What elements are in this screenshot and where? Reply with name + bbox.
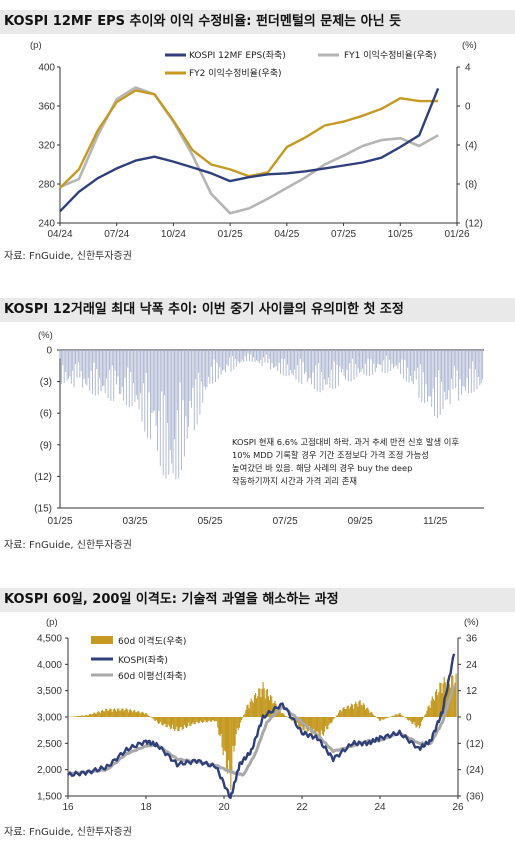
- chart1-right-tick-label: 0: [465, 102, 471, 113]
- chart1-right-tick-label: (8): [465, 180, 477, 191]
- chart1-left-tick-label: 400: [38, 63, 55, 74]
- chart3-left-tick-label: 4,500: [37, 634, 62, 645]
- legend-60d-ma-label: 60d 이평선(좌축): [118, 671, 186, 682]
- chart1-x-tick-label: 04/25: [274, 229, 299, 240]
- chart3-left-tick-label: 4,000: [37, 660, 62, 671]
- chart2-annotation-line: 10% MDD 기록할 경우 기간 조정보다 가격 조정 가능성: [232, 450, 429, 460]
- chart2-y-tick-label: (15): [34, 504, 52, 515]
- chart1-left-tick-label: 360: [38, 102, 55, 113]
- fy1-revision-line: [59, 86, 439, 215]
- chart2-y-tick-label: (3): [40, 377, 52, 388]
- chart1-x-tick-label: 07/24: [104, 229, 129, 240]
- chart1-left-tick-label: 320: [38, 141, 55, 152]
- chart3-x-tick-label: 24: [374, 802, 386, 813]
- chart1-x-tick-label: 10/24: [161, 229, 186, 240]
- chart2-annotation-line: 작동하기까지 시간과 가격 괴리 존재: [232, 476, 357, 486]
- chart2-title: KOSPI 12거래일 최대 낙폭 추이: 이번 중기 사이클의 유의미한 첫 …: [0, 298, 515, 322]
- chart2-y-tick-label: (6): [40, 409, 52, 420]
- eps-revision-chart: (p) (%) 400 360 320 280 240 4 0 (4) (8) (12) 04/24…: [30, 40, 483, 240]
- chart2-x-tick-label: 09/25: [348, 516, 373, 527]
- chart3-right-tick-label: (36): [466, 792, 484, 803]
- chart3-left-tick-label: 2,500: [37, 739, 62, 750]
- chart1-right-unit: (%): [462, 40, 477, 51]
- chart3-right-tick-label: 0: [466, 713, 472, 724]
- chart1-right-tick-label: (12): [465, 219, 483, 230]
- chart3-x-tick-label: 26: [452, 802, 464, 813]
- chart3-source: 자료: FnGuide, 신한투자증권: [4, 827, 132, 838]
- chart2-x-tick-label: 05/25: [198, 516, 223, 527]
- chart1-x-tick-label: 07/25: [331, 229, 356, 240]
- drawdown-chart: (%) 0 (3) (6) (9) (12) (15)01/25 03/25 05/25 07/…: [34, 330, 484, 527]
- chart3-x-tick-label: 20: [218, 802, 230, 813]
- chart1-title: KOSPI 12MF EPS 추이와 이익 수정비율: 펀더멘털의 문제는 아닌…: [0, 10, 515, 34]
- legend-fy2-label: FY2 이익수정비율(우축): [189, 67, 282, 79]
- chart1-right-tick-label: 4: [465, 63, 471, 74]
- chart2-x-tick-label: 11/25: [423, 516, 448, 527]
- chart3-left-tick-label: 3,500: [37, 686, 62, 697]
- chart1-source: 자료: FnGuide, 신한투자증권: [4, 251, 132, 262]
- chart1-x-tick-label: 04/24: [47, 229, 72, 240]
- chart3-right-unit: (%): [464, 617, 479, 628]
- chart3-title: KOSPI 60일, 200일 이격도: 기술적 과열을 해소하는 과정: [0, 588, 515, 612]
- kospi-line: [67, 653, 456, 799]
- chart3-left-tick-label: 3,000: [37, 713, 62, 724]
- chart2-annotation-line: 높여갔던 바 있음. 해당 사례의 경우 buy the deep: [232, 463, 412, 473]
- chart3-right-tick-label: (24): [466, 765, 484, 776]
- chart3-right-tick-label: 24: [466, 660, 478, 671]
- legend-fy1-label: FY1 이익수정비율(우축): [344, 49, 437, 61]
- chart3-left-tick-label: 1,500: [37, 792, 62, 803]
- chart2-x-tick-label: 03/25: [123, 516, 148, 527]
- legend-eps-label: KOSPI 12MF EPS(좌축): [189, 50, 286, 61]
- chart1-legend: KOSPI 12MF EPS(좌축) FY1 이익수정비율(우축) FY2 이익…: [165, 49, 437, 79]
- chart2-y-tick-label: 0: [46, 346, 52, 357]
- chart2-x-tick-label: 01/25: [47, 516, 72, 527]
- chart3-x-tick-label: 18: [140, 802, 152, 813]
- chart3-legend: 60d 이격도(우축) KOSPI(좌축) 60d 이평선(좌축): [91, 635, 186, 682]
- disparity-chart: (p) (%) 4,500 4,000 3,500 3,000 2,500 2,000 1,…: [37, 617, 484, 813]
- chart3-right-tick-label: 36: [466, 634, 478, 645]
- chart2-y-tick-label: (9): [40, 440, 52, 451]
- chart3-x-tick-label: 16: [62, 802, 74, 813]
- chart2-y-tick-label: (12): [34, 472, 52, 483]
- chart1-left-unit: (p): [30, 40, 42, 51]
- chart2-unit: (%): [38, 330, 53, 341]
- chart1-x-tick-label: 01/26: [444, 229, 469, 240]
- chart3-left-unit: (p): [46, 617, 58, 628]
- chart1-x-tick-label: 10/25: [388, 229, 413, 240]
- chart1-left-tick-label: 280: [38, 180, 55, 191]
- chart1-x-tick-label: 01/25: [218, 229, 243, 240]
- eps-line: [59, 87, 440, 213]
- chart2-x-tick-label: 07/25: [273, 516, 298, 527]
- legend-60d-disparity-label: 60d 이격도(우축): [118, 635, 186, 647]
- chart3-left-tick-label: 2,000: [37, 765, 62, 776]
- chart2-source: 자료: FnGuide, 신한투자증권: [4, 540, 132, 551]
- chart1-right-tick-label: (4): [465, 141, 477, 152]
- chart2-annotation-line: KOSPI 현재 6.6% 고점대비 하락. 과거 추세 반전 신호 발생 이후: [232, 437, 459, 447]
- chart2-annotation: KOSPI 현재 6.6% 고점대비 하락. 과거 추세 반전 신호 발생 이후…: [232, 437, 459, 486]
- legend-60d-disparity-swatch: [91, 636, 113, 644]
- legend-kospi-label: KOSPI(좌축): [118, 655, 168, 666]
- chart3-right-tick-label: (12): [466, 739, 484, 750]
- chart3-right-tick-label: 12: [466, 686, 478, 697]
- chart3-x-tick-label: 22: [296, 802, 308, 813]
- chart1-left-tick-label: 240: [38, 219, 55, 230]
